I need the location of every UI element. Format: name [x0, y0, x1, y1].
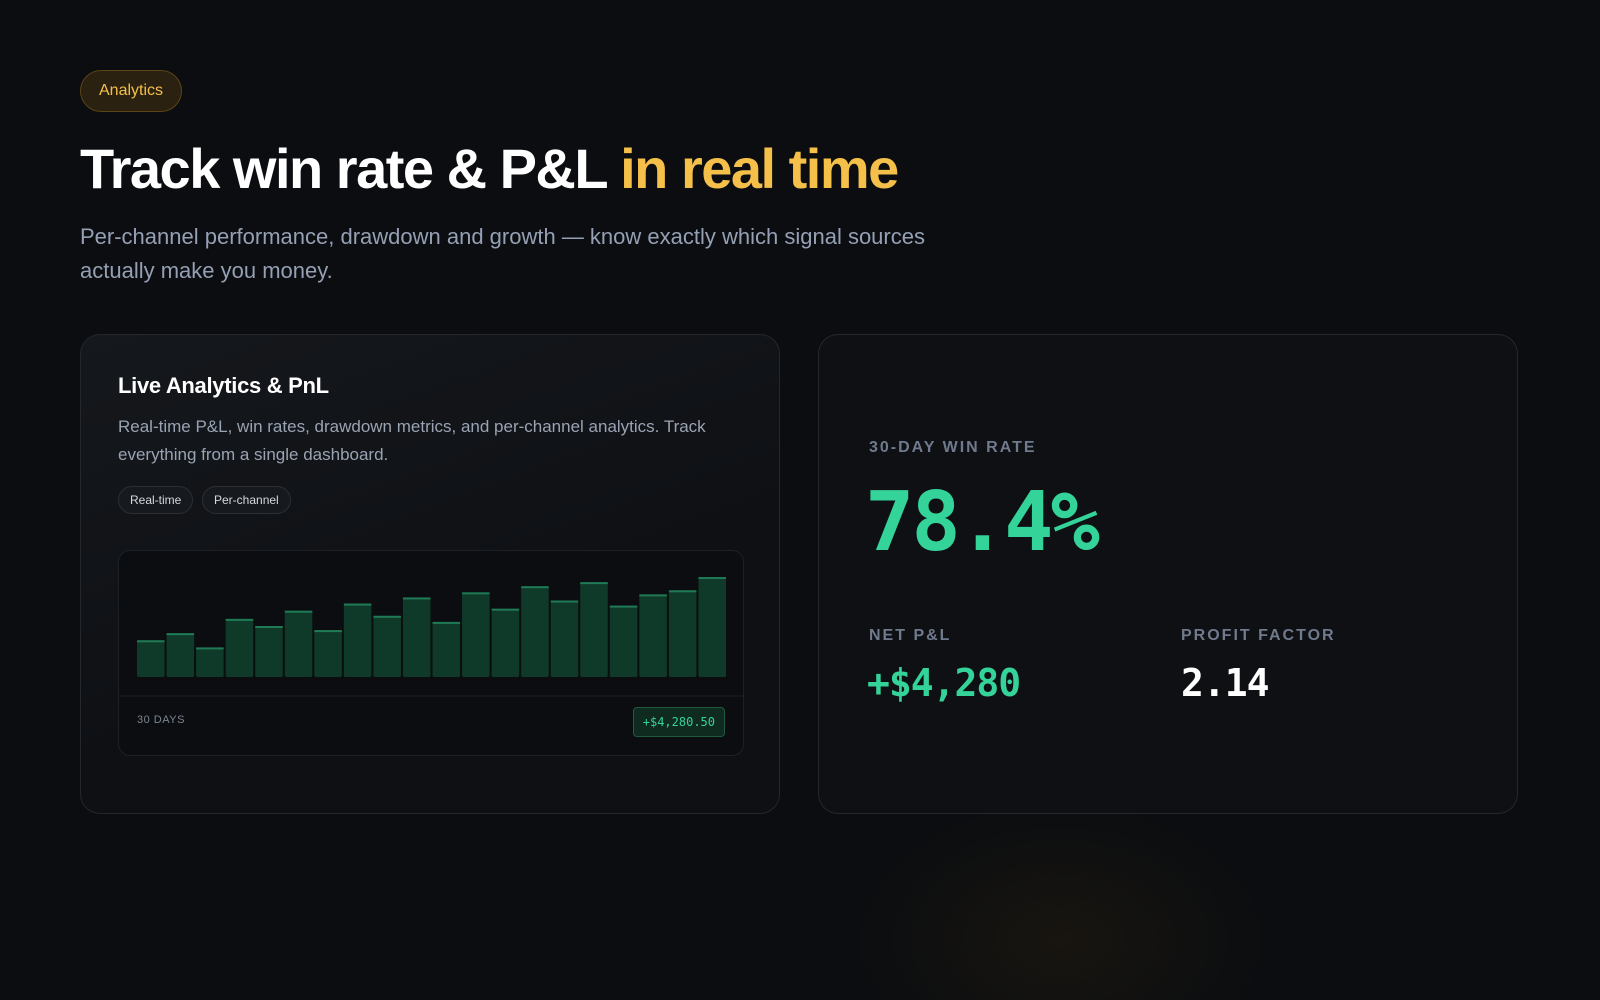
bar [343, 603, 372, 677]
bar-cap [196, 647, 224, 650]
stat-label: NET P&L [869, 627, 952, 644]
bar-cap [668, 590, 697, 593]
bar-cap [225, 618, 254, 621]
heading-highlight: in real time [620, 137, 899, 200]
bar [255, 626, 283, 677]
subtitle: Per-channel performance, drawdown and gr… [80, 224, 925, 283]
bar-chart [119, 577, 743, 697]
badge[interactable]: Analytics [80, 70, 183, 112]
bar [521, 586, 549, 677]
bar-cap [284, 610, 313, 613]
bar-cap [550, 600, 579, 603]
bar [639, 594, 667, 677]
bar-cap [698, 577, 726, 580]
bar-cap [491, 608, 520, 611]
bar [196, 647, 224, 677]
tag: Real-time [118, 486, 194, 514]
bar-cap [402, 597, 431, 600]
bar [550, 600, 579, 677]
tag: Per-channel [202, 486, 291, 514]
bar [698, 577, 726, 677]
bar-cap [166, 633, 195, 636]
heading-main: Track win rate & P&L [80, 137, 608, 200]
profit-factor: 2.14 [1181, 661, 1270, 705]
card-description: Real-time P&L, win rates, drawdown metri… [118, 417, 706, 464]
bar [432, 621, 461, 677]
chart-total: +$4,280.50 [632, 707, 725, 737]
bar [609, 605, 638, 677]
bar [668, 590, 697, 677]
chart-footer: 30 DAYS [137, 714, 185, 726]
bar-cap [521, 586, 549, 589]
net-pnl: +$4,280 [867, 661, 1021, 705]
bar [314, 630, 342, 677]
stats-card: 30-DAY WIN RATE 78.4% NET P&L +$4,280 PR… [818, 334, 1518, 814]
bar [166, 633, 195, 677]
stat-label: 30-DAY WIN RATE [869, 439, 1037, 456]
bar [137, 640, 165, 677]
bar [462, 592, 490, 677]
bar [373, 615, 401, 677]
bar-cap [343, 603, 372, 606]
bar [491, 608, 520, 677]
analytics-card: Live Analytics & PnL Real-time P&L, win … [80, 334, 780, 814]
bar [225, 618, 254, 677]
bar-cap [462, 592, 490, 595]
bar-cap [639, 594, 667, 597]
heading: Track win rate & P&L in real time [80, 136, 899, 201]
chart-panel: 30 DAYS +$4,280.50 [118, 550, 744, 756]
bar-cap [580, 582, 608, 585]
win-rate: 78.4% [865, 475, 1100, 570]
bar-cap [137, 640, 165, 643]
bar-cap [373, 615, 401, 618]
card-title: Live Analytics & PnL [118, 373, 329, 398]
bar-cap [314, 630, 342, 633]
bar [580, 582, 608, 677]
bar [284, 610, 313, 677]
bar-cap [432, 621, 461, 624]
bar-cap [255, 626, 283, 628]
bar-cap [609, 605, 638, 608]
bar [402, 597, 431, 677]
stat-label: PROFIT FACTOR [1181, 627, 1336, 644]
